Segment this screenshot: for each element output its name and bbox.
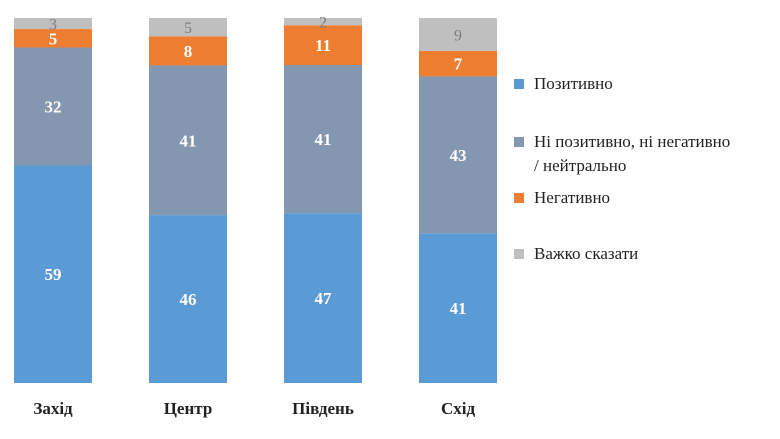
- data-label-1-2: 8: [184, 42, 193, 61]
- bar-segment-0-3: [14, 18, 92, 30]
- data-label-1-3: 5: [184, 20, 192, 37]
- data-label-1-0: 46: [180, 290, 197, 309]
- data-label-3-1: 43: [450, 146, 467, 165]
- data-label-2-0: 47: [315, 289, 333, 308]
- category-label-2: Південь: [292, 399, 354, 418]
- category-label-3: Схід: [441, 399, 476, 418]
- bar-segment-0-2: [14, 29, 92, 48]
- bar-segment-0-1: [14, 47, 92, 166]
- data-label-3-2: 7: [454, 55, 463, 74]
- bar-segment-1-1: [149, 65, 227, 216]
- bar-segment-1-3: [149, 18, 227, 37]
- data-label-2-2: 11: [315, 36, 331, 55]
- data-label-2-1: 41: [315, 130, 332, 149]
- legend-label-neutral-line2: / нейтрально: [534, 156, 627, 175]
- bar-segment-2-3: [284, 18, 362, 26]
- legend-item-hard-to-say: Важко сказати: [514, 242, 638, 266]
- legend-label-neutral-line1: Ні позитивно, ні негативно: [534, 132, 731, 151]
- legend-item-positive: Позитивно: [514, 72, 613, 96]
- legend-label-negative: Негативно: [534, 188, 611, 207]
- bar-segment-2-0: [284, 213, 362, 383]
- legend-swatch-neutral: [514, 137, 524, 147]
- data-label-0-1: 32: [45, 97, 62, 116]
- bar-segment-1-0: [149, 215, 227, 383]
- legend-swatch-hard-to-say: [514, 249, 524, 259]
- data-label-0-3: 3: [49, 17, 57, 34]
- data-label-0-0: 59: [45, 265, 62, 284]
- category-label-1: Центр: [164, 399, 213, 418]
- data-label-3-0: 41: [450, 299, 467, 318]
- data-label-1-1: 41: [180, 131, 197, 150]
- bar-segment-2-1: [284, 64, 362, 214]
- legend-swatch-positive: [514, 79, 524, 89]
- legend-item-negative: Негативно: [514, 186, 610, 210]
- bar-segment-1-2: [149, 36, 227, 66]
- legend-label-hard-to-say: Важко сказати: [534, 244, 639, 263]
- legend-swatch-negative: [514, 193, 524, 203]
- bar-segment-0-0: [14, 165, 92, 383]
- data-label-2-3: 2: [319, 15, 327, 32]
- bar-segment-2-2: [284, 25, 362, 65]
- bar-segment-3-1: [419, 76, 497, 234]
- bar-segment-3-3: [419, 18, 497, 51]
- data-label-3-3: 9: [454, 27, 462, 44]
- legend-item-neutral: Ні позитивно, ні негативно / нейтрально: [514, 130, 730, 178]
- data-label-0-2: 5: [49, 29, 58, 48]
- bar-segment-3-2: [419, 50, 497, 77]
- legend-label-positive: Позитивно: [534, 74, 613, 93]
- category-label-0: Захід: [33, 399, 73, 418]
- bar-segment-3-0: [419, 233, 497, 383]
